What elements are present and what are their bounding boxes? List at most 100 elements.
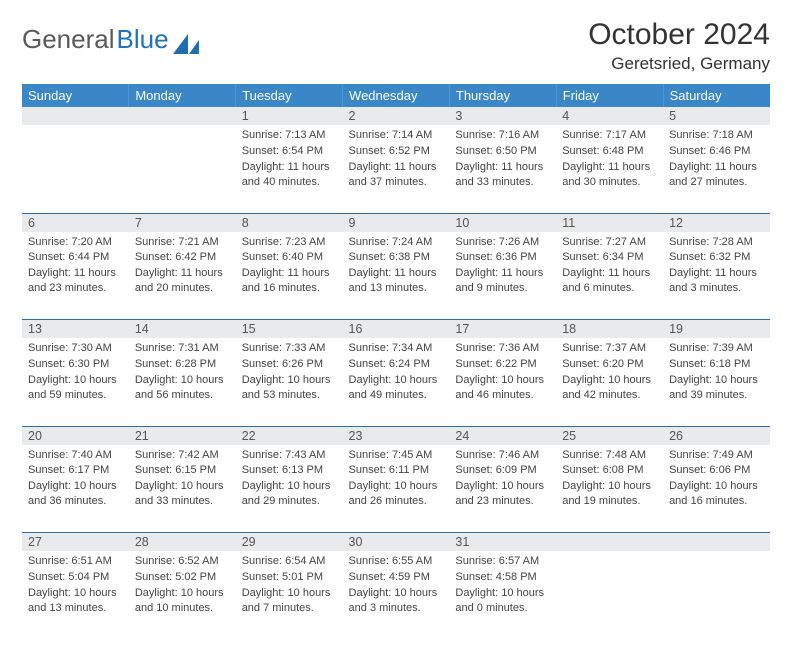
month-title: October 2024 [588,18,770,52]
sunset-text: Sunset: 6:40 PM [242,250,337,265]
day-number: 20 [22,426,129,445]
day-number: 11 [556,213,663,232]
day-number: 25 [556,426,663,445]
day-number: 5 [663,107,770,125]
daylight-text: Daylight: 10 hours and 59 minutes. [28,373,123,403]
daylight-text: Daylight: 10 hours and 7 minutes. [242,586,337,616]
weekday-header-row: Sunday Monday Tuesday Wednesday Thursday… [22,84,770,107]
day-number: 13 [22,320,129,339]
daylight-text: Daylight: 10 hours and 49 minutes. [349,373,444,403]
sunset-text: Sunset: 6:17 PM [28,463,123,478]
day-number: 12 [663,213,770,232]
day-cell: Sunrise: 7:40 AMSunset: 6:17 PMDaylight:… [22,445,129,533]
day-number-row: 13141516171819 [22,320,770,339]
sunrise-text: Sunrise: 6:52 AM [135,554,230,569]
day-number: 21 [129,426,236,445]
sunset-text: Sunset: 6:48 PM [562,144,657,159]
sunset-text: Sunset: 6:46 PM [669,144,764,159]
day-content-row: Sunrise: 7:13 AMSunset: 6:54 PMDaylight:… [22,125,770,213]
daylight-text: Daylight: 10 hours and 26 minutes. [349,479,444,509]
daylight-text: Daylight: 11 hours and 13 minutes. [349,266,444,296]
sunrise-text: Sunrise: 7:33 AM [242,341,337,356]
day-cell: Sunrise: 7:49 AMSunset: 6:06 PMDaylight:… [663,445,770,533]
day-cell: Sunrise: 7:37 AMSunset: 6:20 PMDaylight:… [556,338,663,426]
sunset-text: Sunset: 6:44 PM [28,250,123,265]
sunrise-text: Sunrise: 7:21 AM [135,235,230,250]
day-number: 17 [449,320,556,339]
brand-part1: General [22,24,115,55]
day-cell: Sunrise: 7:31 AMSunset: 6:28 PMDaylight:… [129,338,236,426]
sunrise-text: Sunrise: 7:42 AM [135,448,230,463]
sunrise-text: Sunrise: 6:55 AM [349,554,444,569]
sunrise-text: Sunrise: 7:14 AM [349,128,444,143]
day-number: 31 [449,533,556,552]
day-cell [129,125,236,213]
day-cell: Sunrise: 7:42 AMSunset: 6:15 PMDaylight:… [129,445,236,533]
sunset-text: Sunset: 6:34 PM [562,250,657,265]
daylight-text: Daylight: 11 hours and 40 minutes. [242,160,337,190]
day-number [663,533,770,552]
sunset-text: Sunset: 4:59 PM [349,570,444,585]
sunset-text: Sunset: 6:36 PM [455,250,550,265]
daylight-text: Daylight: 10 hours and 36 minutes. [28,479,123,509]
sunrise-text: Sunrise: 7:18 AM [669,128,764,143]
sunset-text: Sunset: 6:24 PM [349,357,444,372]
daylight-text: Daylight: 10 hours and 0 minutes. [455,586,550,616]
day-content-row: Sunrise: 7:40 AMSunset: 6:17 PMDaylight:… [22,445,770,533]
sunrise-text: Sunrise: 7:24 AM [349,235,444,250]
daylight-text: Daylight: 11 hours and 20 minutes. [135,266,230,296]
sunrise-text: Sunrise: 7:40 AM [28,448,123,463]
sunset-text: Sunset: 6:26 PM [242,357,337,372]
day-cell: Sunrise: 7:20 AMSunset: 6:44 PMDaylight:… [22,232,129,320]
day-number: 29 [236,533,343,552]
day-cell: Sunrise: 7:24 AMSunset: 6:38 PMDaylight:… [343,232,450,320]
sunrise-text: Sunrise: 7:26 AM [455,235,550,250]
sunset-text: Sunset: 4:58 PM [455,570,550,585]
daylight-text: Daylight: 11 hours and 37 minutes. [349,160,444,190]
sunset-text: Sunset: 6:52 PM [349,144,444,159]
day-content-row: Sunrise: 7:20 AMSunset: 6:44 PMDaylight:… [22,232,770,320]
day-cell: Sunrise: 6:52 AMSunset: 5:02 PMDaylight:… [129,551,236,639]
daylight-text: Daylight: 10 hours and 16 minutes. [669,479,764,509]
daylight-text: Daylight: 11 hours and 23 minutes. [28,266,123,296]
sunrise-text: Sunrise: 7:31 AM [135,341,230,356]
day-number: 3 [449,107,556,125]
day-number: 10 [449,213,556,232]
day-cell [663,551,770,639]
day-number: 15 [236,320,343,339]
weekday-header: Thursday [449,84,556,107]
day-cell: Sunrise: 7:36 AMSunset: 6:22 PMDaylight:… [449,338,556,426]
day-cell: Sunrise: 6:55 AMSunset: 4:59 PMDaylight:… [343,551,450,639]
daylight-text: Daylight: 10 hours and 3 minutes. [349,586,444,616]
day-number: 22 [236,426,343,445]
daylight-text: Daylight: 11 hours and 30 minutes. [562,160,657,190]
day-cell: Sunrise: 7:30 AMSunset: 6:30 PMDaylight:… [22,338,129,426]
sunset-text: Sunset: 6:32 PM [669,250,764,265]
day-cell: Sunrise: 7:39 AMSunset: 6:18 PMDaylight:… [663,338,770,426]
daylight-text: Daylight: 10 hours and 46 minutes. [455,373,550,403]
daylight-text: Daylight: 10 hours and 33 minutes. [135,479,230,509]
day-number [556,533,663,552]
sunset-text: Sunset: 6:13 PM [242,463,337,478]
sunrise-text: Sunrise: 7:30 AM [28,341,123,356]
day-cell: Sunrise: 7:33 AMSunset: 6:26 PMDaylight:… [236,338,343,426]
weekday-header: Monday [129,84,236,107]
sunset-text: Sunset: 6:50 PM [455,144,550,159]
day-cell: Sunrise: 7:26 AMSunset: 6:36 PMDaylight:… [449,232,556,320]
day-number: 27 [22,533,129,552]
daylight-text: Daylight: 10 hours and 56 minutes. [135,373,230,403]
daylight-text: Daylight: 10 hours and 13 minutes. [28,586,123,616]
daylight-text: Daylight: 11 hours and 9 minutes. [455,266,550,296]
day-number-row: 2728293031 [22,533,770,552]
day-number-row: 20212223242526 [22,426,770,445]
day-cell: Sunrise: 7:45 AMSunset: 6:11 PMDaylight:… [343,445,450,533]
sunset-text: Sunset: 6:38 PM [349,250,444,265]
sunset-text: Sunset: 6:11 PM [349,463,444,478]
day-number-row: 6789101112 [22,213,770,232]
day-number: 28 [129,533,236,552]
day-number: 7 [129,213,236,232]
daylight-text: Daylight: 11 hours and 33 minutes. [455,160,550,190]
header: GeneralBlue October 2024 Geretsried, Ger… [22,18,770,74]
logo-sail-icon [173,30,199,50]
sunset-text: Sunset: 6:06 PM [669,463,764,478]
